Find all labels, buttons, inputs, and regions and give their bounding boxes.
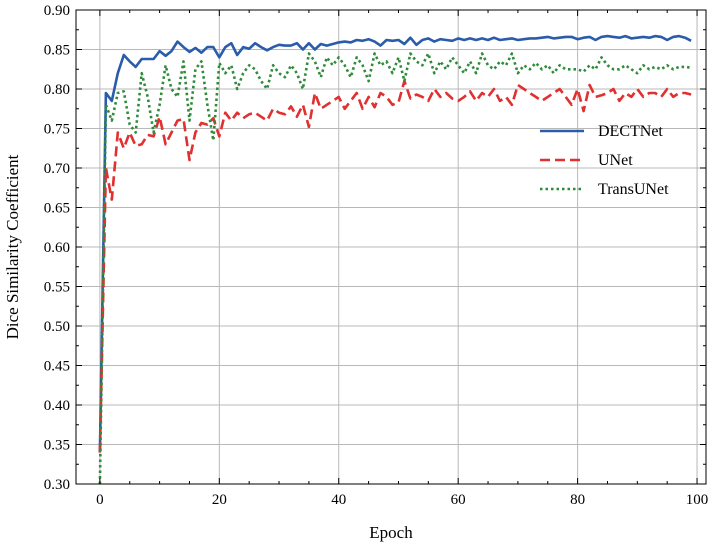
y-tick-label: 0.70 bbox=[44, 161, 70, 177]
x-tick-label: 80 bbox=[570, 492, 585, 508]
y-tick-label: 0.85 bbox=[44, 43, 70, 59]
y-tick-label: 0.30 bbox=[44, 477, 70, 493]
legend-label-transunet: TransUNet bbox=[598, 181, 669, 198]
y-tick-label: 0.90 bbox=[44, 3, 70, 19]
series-line-unet bbox=[98, 79, 692, 453]
y-tick-label: 0.75 bbox=[44, 122, 70, 138]
x-tick-label: 0 bbox=[96, 492, 104, 508]
series-lines bbox=[98, 34, 692, 485]
y-tick-label: 0.35 bbox=[44, 438, 70, 454]
y-axis-label: Dice Similarity Coefficient bbox=[3, 154, 22, 339]
series-line-dectnet bbox=[98, 34, 692, 453]
y-tick-label: 0.45 bbox=[44, 359, 70, 375]
legend: DECTNet UNet TransUNet bbox=[540, 123, 669, 198]
y-tick-label: 0.50 bbox=[44, 319, 70, 335]
y-tick-label: 0.40 bbox=[44, 398, 70, 414]
x-tick-label: 100 bbox=[686, 492, 709, 508]
y-tick-label: 0.80 bbox=[44, 82, 70, 98]
x-axis-label: Epoch bbox=[369, 523, 413, 542]
y-tick-label: 0.65 bbox=[44, 201, 70, 217]
y-tick-label: 0.60 bbox=[44, 240, 70, 256]
axis-ticks bbox=[76, 9, 706, 485]
series-line-transunet bbox=[98, 52, 692, 485]
x-tick-label: 60 bbox=[451, 492, 466, 508]
tick-labels: 0 20 40 60 80 100 0.30 0.35 0.40 0.45 0.50 0.55 0.60… bbox=[44, 3, 709, 508]
x-tick-label: 20 bbox=[212, 492, 227, 508]
legend-label-unet: UNet bbox=[598, 152, 633, 169]
legend-label-dectnet: DECTNet bbox=[598, 123, 663, 140]
x-tick-label: 40 bbox=[331, 492, 346, 508]
grid-lines bbox=[76, 9, 706, 485]
y-tick-label: 0.55 bbox=[44, 280, 70, 296]
